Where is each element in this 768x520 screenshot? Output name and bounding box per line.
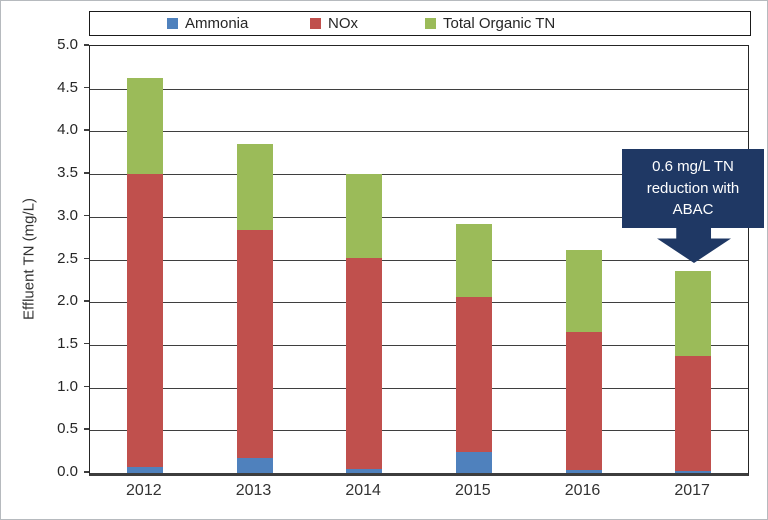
y-tick-label-1.5: 1.5 bbox=[57, 334, 78, 352]
y-tick-mark-2.0 bbox=[84, 300, 89, 302]
gridline-2.5 bbox=[90, 259, 748, 261]
bar-2016-total-organic-tn bbox=[565, 250, 602, 333]
legend-swatch-nox bbox=[310, 18, 321, 29]
bar-2016-ammonia bbox=[565, 469, 602, 473]
y-tick-label-0.0: 0.0 bbox=[57, 463, 78, 480]
bar-2013-total-organic-tn bbox=[236, 144, 273, 230]
y-tick-label-4.0: 4.0 bbox=[57, 121, 78, 139]
plot-area bbox=[89, 45, 749, 476]
gridline-1.0 bbox=[90, 387, 748, 389]
legend-item-total-organic-tn: Total Organic TN bbox=[425, 12, 555, 35]
gridline-1.5 bbox=[90, 344, 748, 346]
bar-2015-ammonia bbox=[455, 451, 492, 473]
x-axis: 2012 2013 2014 2015 2016 2017 bbox=[89, 482, 747, 506]
x-tick-label-2012: 2012 bbox=[126, 482, 162, 499]
gridline-0.5 bbox=[90, 430, 748, 432]
gridline-2.0 bbox=[90, 302, 748, 304]
bar-2012-total-organic-tn bbox=[126, 77, 163, 175]
x-tick-label-2014: 2014 bbox=[345, 482, 381, 499]
y-tick-label-1.0: 1.0 bbox=[57, 377, 78, 395]
gridline-3.0 bbox=[90, 216, 748, 218]
bar-2016-nox bbox=[565, 332, 602, 470]
y-tick-mark-1.5 bbox=[84, 342, 89, 345]
legend-label-nox: NOx bbox=[328, 15, 358, 32]
annotation-line-3: ABAC bbox=[672, 201, 714, 219]
y-tick-mark-4.5 bbox=[84, 86, 89, 89]
legend-label-ammonia: Ammonia bbox=[185, 15, 249, 32]
annotation-callout: 0.6 mg/L TN reduction with ABAC bbox=[622, 149, 764, 228]
bar-2013-nox bbox=[236, 229, 273, 459]
bar-2015-nox bbox=[455, 297, 492, 452]
annotation-line-1: 0.6 mg/L TN bbox=[652, 157, 734, 175]
legend-swatch-ammonia bbox=[167, 18, 178, 29]
bar-2013-ammonia bbox=[236, 458, 273, 473]
x-tick-label-2017: 2017 bbox=[674, 482, 710, 499]
gridline-4.5 bbox=[90, 88, 748, 90]
bar-2014-nox bbox=[346, 257, 383, 469]
legend-item-nox: NOx bbox=[310, 12, 358, 35]
bar-2012-ammonia bbox=[126, 467, 163, 473]
y-tick-label-2.5: 2.5 bbox=[57, 249, 78, 267]
y-axis: 0.0 0.5 1.0 1.5 2.0 2.5 3.0 3.5 4.0 4.5 5.0 bbox=[27, 36, 89, 480]
gridline-4.0 bbox=[90, 131, 748, 133]
y-tick-mark-5.0 bbox=[84, 44, 89, 46]
y-tick-label-4.5: 4.5 bbox=[57, 78, 78, 96]
y-tick-label-3.5: 3.5 bbox=[57, 164, 78, 182]
bar-2012-nox bbox=[126, 174, 163, 468]
gridline-3.5 bbox=[90, 174, 748, 176]
y-tick-mark-0.5 bbox=[84, 428, 89, 430]
y-tick-label-5.0: 5.0 bbox=[57, 36, 78, 53]
legend-item-ammonia: Ammonia bbox=[167, 12, 248, 35]
x-tick-label-2015: 2015 bbox=[455, 482, 491, 499]
annotation-line-2: reduction with bbox=[646, 179, 740, 197]
bar-2015-total-organic-tn bbox=[455, 223, 492, 298]
y-tick-mark-3.5 bbox=[84, 172, 89, 174]
y-tick-mark-3.0 bbox=[84, 214, 89, 217]
bar-2017-nox bbox=[675, 356, 712, 472]
y-tick-label-0.5: 0.5 bbox=[57, 420, 78, 438]
bar-2017-ammonia bbox=[675, 471, 712, 473]
y-tick-label-3.0: 3.0 bbox=[57, 206, 78, 224]
legend-swatch-total-organic-tn bbox=[425, 18, 436, 29]
y-tick-mark-1.0 bbox=[84, 385, 89, 388]
y-tick-mark-0.0 bbox=[84, 471, 89, 473]
bar-2014-total-organic-tn bbox=[346, 174, 383, 258]
bar-2017-total-organic-tn bbox=[675, 270, 712, 357]
x-tick-label-2013: 2013 bbox=[235, 482, 272, 499]
legend: Ammonia NOx Total Organic TN bbox=[89, 11, 751, 36]
x-tick-label-2016: 2016 bbox=[564, 482, 601, 499]
bar-2014-ammonia bbox=[346, 468, 383, 473]
y-tick-mark-4.0 bbox=[84, 129, 89, 131]
y-tick-label-2.0: 2.0 bbox=[57, 292, 78, 310]
y-tick-mark-2.5 bbox=[84, 257, 89, 259]
legend-label-total-organic-tn: Total Organic TN bbox=[443, 15, 556, 32]
